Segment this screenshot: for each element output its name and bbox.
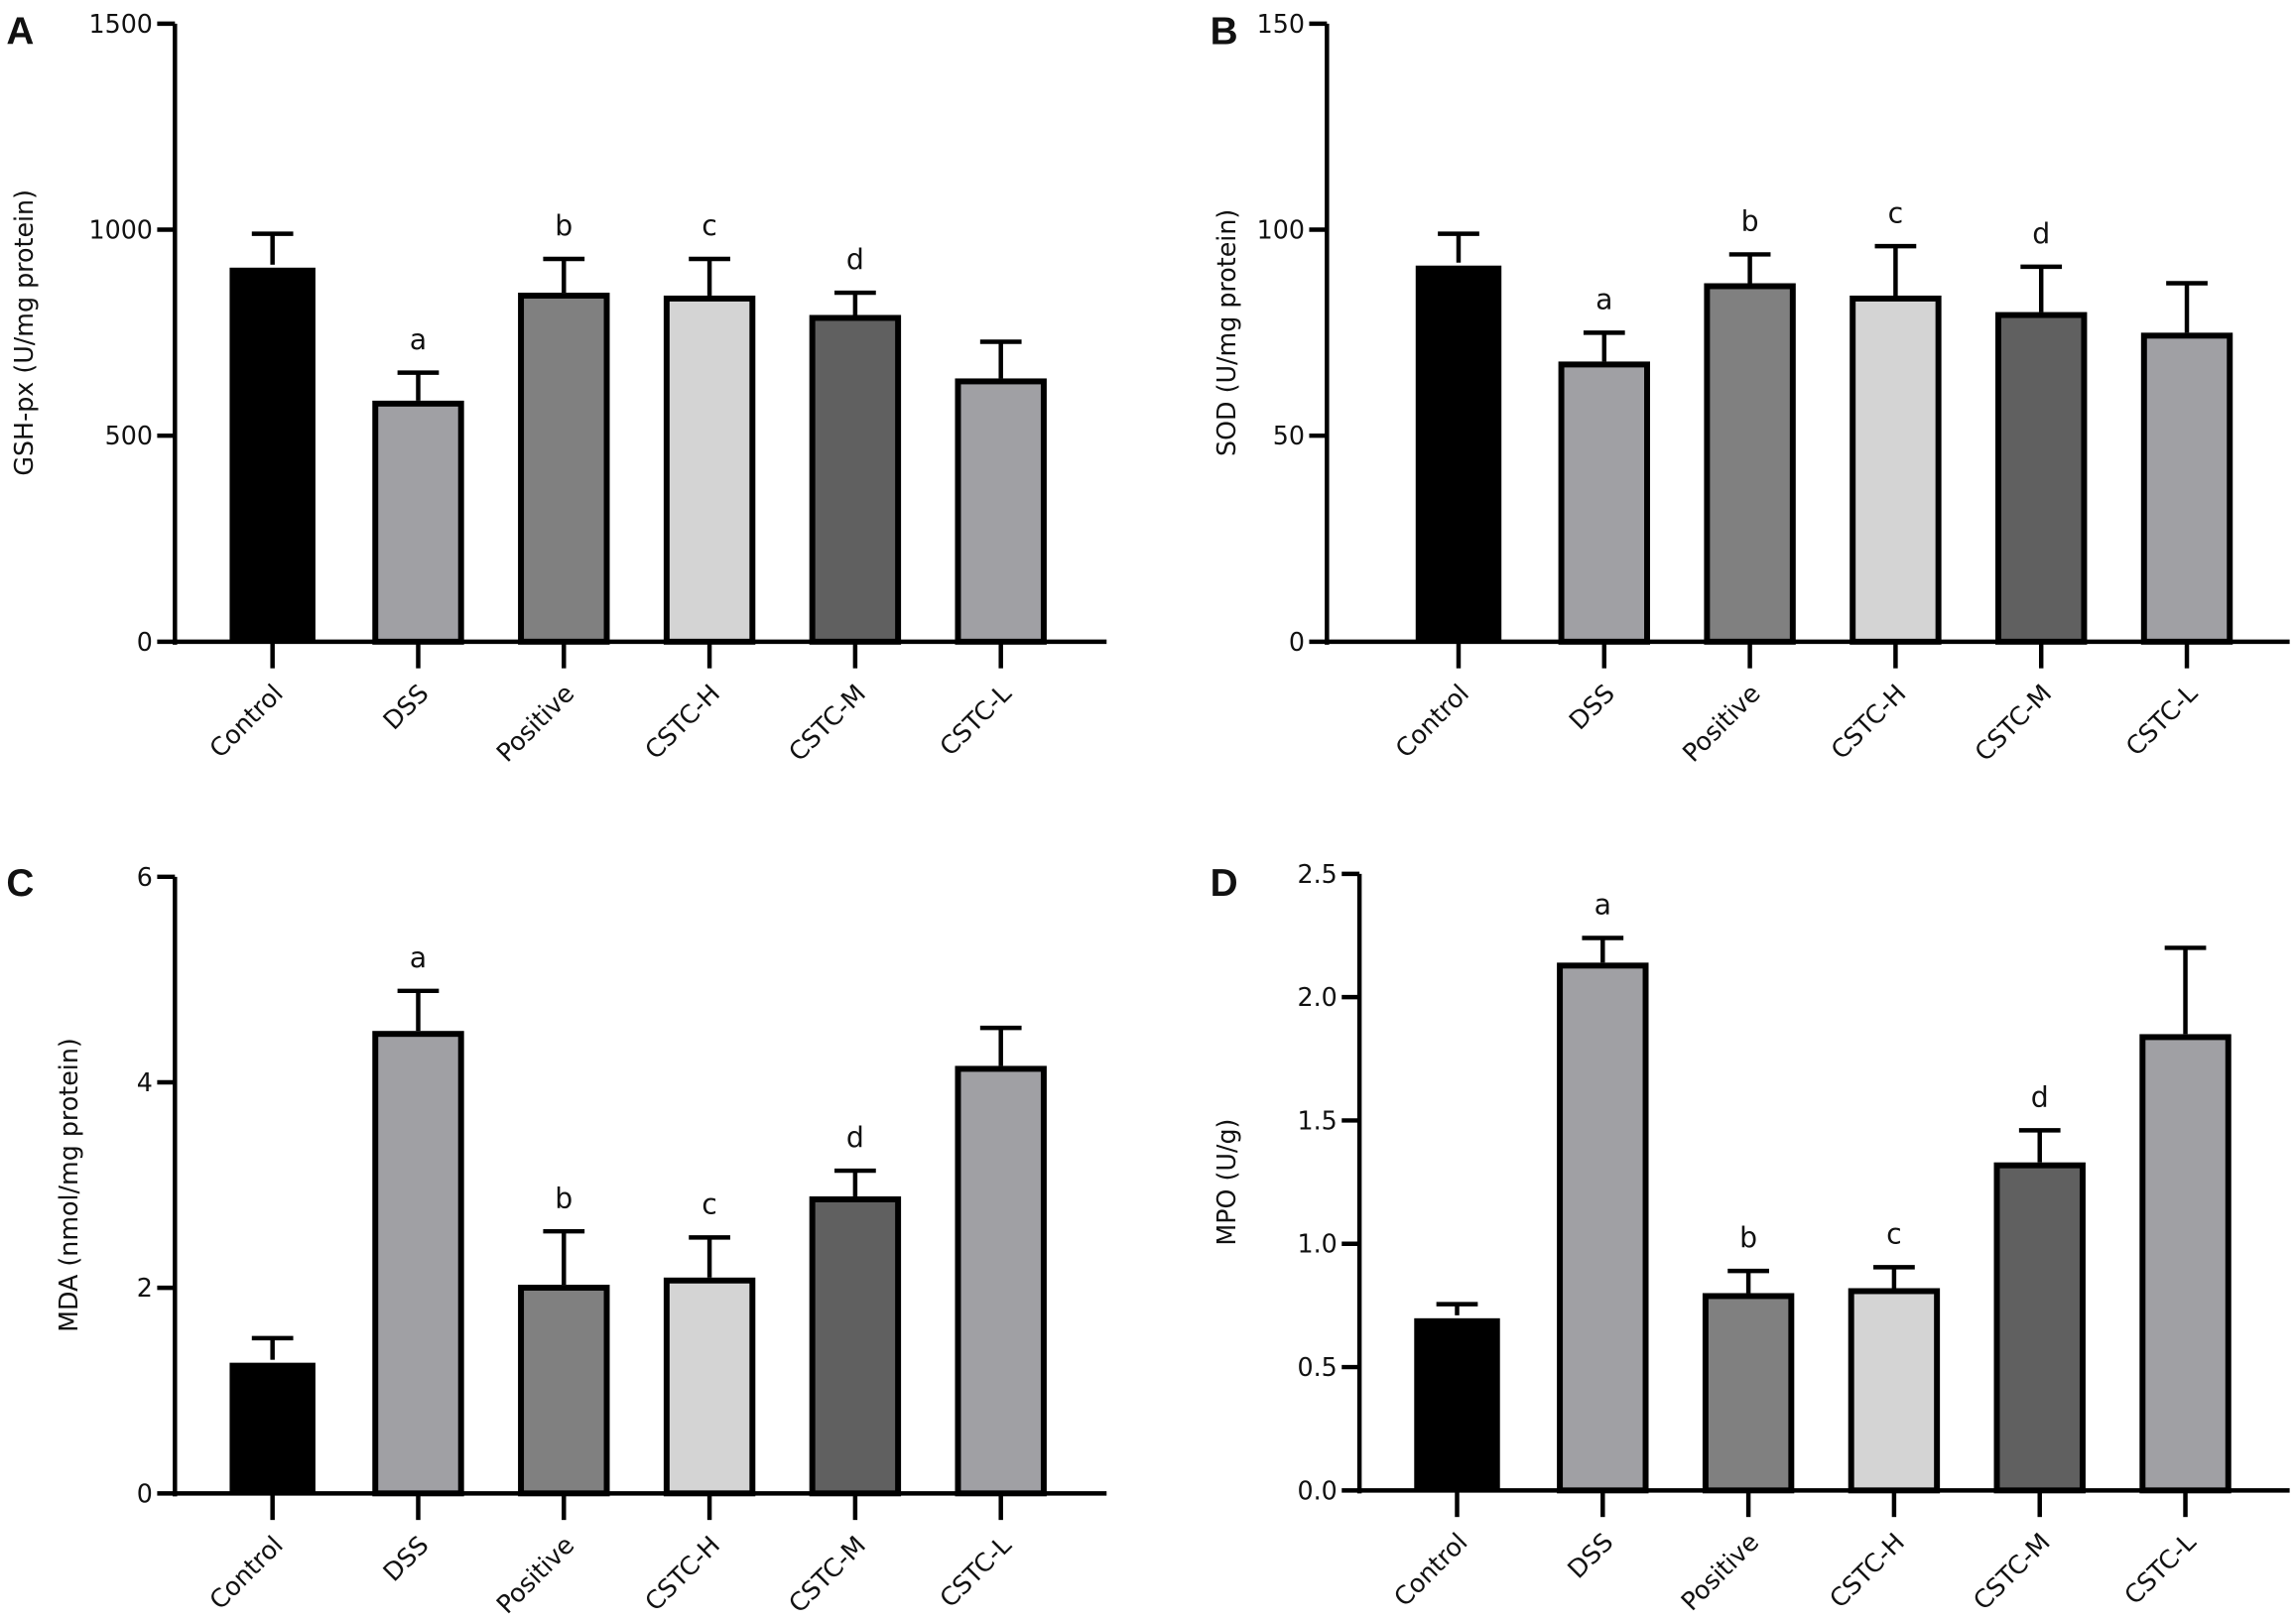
y-axis-label: SOD (U/mg protein) — [1212, 209, 1241, 456]
bar-control — [229, 1362, 316, 1494]
y-tick-label: 1.5 — [1297, 1105, 1337, 1135]
bar-positive — [518, 1285, 610, 1497]
x-tick-label: Positive — [1677, 679, 1766, 768]
y-tick-label: 1000 — [88, 214, 152, 244]
bar-cstc-h — [663, 295, 756, 645]
bar-cstc-m — [809, 1195, 902, 1497]
bar-control — [1415, 265, 1502, 642]
significance-letter: b — [555, 1182, 573, 1214]
panel-label: C — [6, 862, 34, 905]
y-tick-label: 0.0 — [1297, 1475, 1337, 1505]
x-tick-label: CSTC-L — [2118, 1527, 2202, 1610]
x-tick-label: CSTC-H — [1824, 1527, 1910, 1613]
x-tick-label: DSS — [377, 679, 435, 736]
bar-cstc-l — [2139, 1034, 2232, 1494]
x-tick-label: DSS — [377, 1530, 435, 1587]
x-tick-label: Control — [1388, 1527, 1473, 1612]
y-tick-label: 150 — [1257, 9, 1305, 39]
y-axis-label: MPO (U/g) — [1212, 1119, 1241, 1246]
panel-a: A GSH-px (U/mg protein) Control a DSS b Positi… — [6, 9, 1107, 768]
x-tick-label: CSTC-H — [639, 1530, 725, 1616]
x-tick-label: CSTC-M — [1969, 679, 2057, 767]
bar-control — [1414, 1317, 1500, 1491]
significance-letter: c — [702, 209, 717, 242]
significance-letter: b — [1741, 205, 1759, 238]
bar-positive — [1704, 283, 1796, 645]
panel-label: B — [1211, 11, 1238, 54]
bar-positive — [1702, 1293, 1795, 1494]
bar-cstc-h — [1848, 1288, 1941, 1494]
panel-b: B SOD (U/mg protein) Control a DSS b Positive c… — [1211, 9, 2290, 768]
x-tick-label: Positive — [490, 679, 579, 768]
significance-letter: b — [555, 209, 573, 242]
y-tick-label: 2 — [137, 1273, 153, 1303]
x-tick-label: Positive — [1675, 1527, 1764, 1616]
significance-letter: d — [846, 1121, 864, 1154]
significance-letter: a — [1594, 889, 1611, 922]
panel-c: C MDA (nmol/mg protein) Control a DSS b Positi… — [6, 862, 1107, 1619]
significance-letter: c — [1886, 1218, 1902, 1251]
y-tick-label: 0 — [1289, 627, 1305, 657]
panel-label: A — [6, 11, 34, 54]
bar-cstc-m — [1995, 312, 2088, 645]
y-tick-label: 0.5 — [1297, 1352, 1337, 1382]
x-tick-label: CSTC-L — [934, 679, 1017, 762]
y-tick-label: 500 — [105, 421, 153, 450]
y-tick-label: 0 — [137, 627, 153, 657]
significance-letter: a — [1595, 283, 1612, 315]
bar-dss — [1557, 962, 1649, 1494]
x-tick-label: DSS — [1562, 1527, 1619, 1584]
significance-letter: a — [410, 941, 427, 974]
bar-cstc-m — [1993, 1162, 2086, 1494]
y-axis-label: GSH-px (U/mg protein) — [9, 189, 39, 476]
y-tick-label: 6 — [137, 862, 153, 892]
panel-label: D — [1211, 862, 1238, 905]
y-tick-label: 1500 — [88, 9, 152, 39]
y-tick-label: 2.0 — [1297, 982, 1337, 1012]
bar-dss — [372, 400, 464, 645]
significance-letter: c — [702, 1188, 717, 1221]
x-tick-label: CSTC-H — [639, 679, 725, 765]
significance-letter: d — [2032, 217, 2050, 250]
y-tick-label: 4 — [137, 1067, 153, 1097]
significance-letter: d — [2031, 1081, 2049, 1114]
x-tick-label: Control — [203, 679, 289, 764]
y-tick-label: 50 — [1273, 421, 1305, 450]
bar-cstc-m — [809, 314, 902, 645]
bar-control — [229, 267, 316, 642]
y-tick-label: 0 — [137, 1478, 153, 1508]
y-axis-label: MDA (nmol/mg protein) — [54, 1038, 83, 1332]
x-tick-label: Control — [203, 1530, 289, 1615]
y-tick-label: 2.5 — [1297, 859, 1337, 889]
bar-dss — [372, 1031, 464, 1497]
panel-d: D MPO (U/g) Control a DSS b Positive c CSTC-H d CS… — [1211, 859, 2290, 1616]
x-tick-label: CSTC-M — [783, 679, 871, 767]
x-tick-label: CSTC-M — [1967, 1527, 2055, 1615]
x-tick-label: Positive — [490, 1530, 579, 1619]
x-tick-label: CSTC-H — [1825, 679, 1911, 765]
x-tick-label: CSTC-L — [2119, 679, 2203, 762]
bar-cstc-h — [663, 1277, 756, 1497]
y-tick-label: 1.0 — [1297, 1229, 1337, 1259]
x-tick-label: CSTC-L — [934, 1530, 1017, 1613]
bar-cstc-l — [955, 378, 1047, 645]
significance-letter: a — [410, 323, 427, 356]
bar-cstc-h — [1850, 295, 1942, 645]
bar-positive — [518, 293, 610, 645]
significance-letter: d — [846, 243, 864, 276]
bar-cstc-l — [955, 1065, 1047, 1497]
y-tick-label: 100 — [1257, 214, 1305, 244]
bar-cstc-l — [2140, 332, 2233, 645]
x-tick-label: DSS — [1563, 679, 1620, 736]
x-tick-label: CSTC-M — [783, 1530, 871, 1618]
significance-letter: b — [1739, 1221, 1757, 1254]
bar-dss — [1558, 361, 1651, 645]
x-tick-label: Control — [1389, 679, 1474, 764]
significance-letter: c — [1888, 196, 1904, 229]
